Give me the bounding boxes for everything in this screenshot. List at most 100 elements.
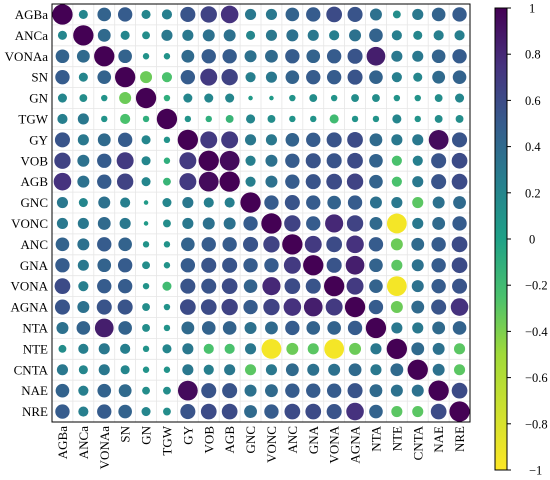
y-label-TGW: TGW <box>18 111 48 126</box>
correlation-dot-VONAa-VONAa <box>94 46 115 67</box>
correlation-dot-GN-GNC <box>248 95 253 101</box>
correlation-dot-VONC-ANC <box>284 215 301 232</box>
correlation-dot-NAE-NTA <box>369 384 383 398</box>
y-label-VOB: VOB <box>21 153 49 168</box>
correlation-dot-GN-CNTA <box>414 94 421 102</box>
correlation-dot-TGW-GNC <box>246 114 256 124</box>
correlation-dot-GN-VONA <box>330 94 338 102</box>
correlation-dot-VONA-VONAa <box>97 278 112 294</box>
correlation-dot-VONC-VONAa <box>97 217 111 230</box>
correlation-dot-VOB-NTE <box>391 155 402 166</box>
correlation-dot-TGW-AGBa <box>57 113 68 125</box>
correlation-dot-NTA-NTA <box>365 317 387 339</box>
correlation-dot-AGB-GN <box>141 177 151 187</box>
colorbar-label: 0.6 <box>525 94 541 108</box>
correlation-dot-VOB-GN <box>141 156 151 166</box>
x-label-VOB: VOB <box>201 426 216 454</box>
correlation-dot-VOB-TGW <box>163 157 171 164</box>
correlation-dot-TGW-VONAa <box>101 115 108 123</box>
correlation-dot-VONC-VONC <box>261 213 282 234</box>
correlation-dot-NTE-NAE <box>432 342 445 355</box>
correlation-dot-SN-ANC <box>285 70 300 84</box>
correlation-dot-AGNA-NAE <box>431 299 447 315</box>
correlation-dot-NTE-SN <box>120 343 131 354</box>
correlation-dot-NAE-AGBa <box>55 383 70 398</box>
correlation-dot-VONA-NRE <box>452 278 468 294</box>
correlation-dot-GN-ANC <box>289 94 296 102</box>
correlation-dot-AGB-GY <box>179 173 197 191</box>
correlation-dot-AGB-VONA <box>326 173 343 190</box>
correlation-dot-VONAa-NRE <box>452 49 467 64</box>
correlation-dot-ANC-GN <box>142 241 150 248</box>
correlation-dot-ANC-AGBa <box>55 237 70 252</box>
correlation-dot-GY-TGW <box>163 136 171 144</box>
correlation-dot-NRE-CNTA <box>412 405 424 418</box>
correlation-dot-NAE-GNC <box>244 384 257 397</box>
correlation-dot-AGNA-VONA <box>325 298 343 316</box>
correlation-dot-VONA-GNA <box>305 278 321 294</box>
correlation-dot-ANC-AGB <box>222 237 237 252</box>
correlation-dot-NTA-CNTA <box>412 322 424 334</box>
correlation-dot-CNTA-TGW <box>163 366 171 373</box>
correlation-dot-NRE-NTA <box>369 404 383 419</box>
correlation-dot-TGW-GN <box>142 115 150 123</box>
correlation-dot-GNA-VONA <box>326 257 342 273</box>
correlation-dot-GY-AGNA <box>347 131 363 148</box>
correlation-dot-AGBa-GN <box>141 9 151 19</box>
correlation-dot-GY-ANCa <box>77 134 89 146</box>
correlation-dot-NTA-GY <box>181 321 195 335</box>
correlation-dot-VONAa-GNA <box>306 49 321 64</box>
correlation-dot-TGW-VOB <box>205 115 212 123</box>
correlation-dot-AGBa-NTA <box>369 8 382 21</box>
correlation-dot-TGW-AGNA <box>351 115 359 123</box>
correlation-dot-GN-AGNA <box>351 94 359 102</box>
correlation-dot-SN-AGB <box>221 68 238 86</box>
correlation-dot-AGB-NTE <box>391 176 402 187</box>
correlation-dot-GN-VOB <box>204 93 214 103</box>
correlation-dot-GY-NTA <box>369 133 383 147</box>
correlation-dot-ANC-SN <box>118 237 132 252</box>
correlation-dot-VONC-GNC <box>243 216 258 231</box>
correlation-dot-GNC-GN <box>143 200 149 205</box>
correlation-dot-ANC-ANCa <box>77 238 90 251</box>
correlation-dot-TGW-NTA <box>372 115 380 123</box>
colorbar-label: −0.6 <box>525 371 548 385</box>
correlation-dot-AGBa-ANC <box>285 7 300 22</box>
correlation-dot-CNTA-VONAa <box>98 364 110 376</box>
colorbar-label: −1 <box>529 464 542 478</box>
correlation-dot-AGBa-VONA <box>326 6 343 23</box>
correlation-dot-AGBa-AGB <box>220 5 239 24</box>
correlation-dot-AGNA-VONAa <box>96 299 112 315</box>
correlation-dot-CNTA-GNA <box>307 363 320 376</box>
correlation-dot-AGNA-TGW <box>163 303 171 311</box>
correlation-dot-NTE-GN <box>142 345 150 353</box>
correlation-dot-VONAa-AGNA <box>347 48 363 64</box>
correlation-dot-VONC-VONA <box>325 214 344 233</box>
correlation-dot-CNTA-AGBa <box>56 364 69 376</box>
correlation-dot-NAE-CNTA <box>411 384 424 397</box>
correlation-dot-NTE-AGB <box>224 343 235 354</box>
correlation-dot-CNTA-GN <box>142 366 150 373</box>
correlation-dot-VONA-ANCa <box>78 281 89 292</box>
correlation-dot-AGNA-AGB <box>221 298 238 316</box>
correlation-dot-CNTA-VONA <box>328 363 341 376</box>
correlation-dot-NTA-GNC <box>244 321 257 334</box>
correlation-dot-NTE-AGBa <box>58 344 67 353</box>
correlation-dot-TGW-TGW <box>156 108 178 130</box>
correlation-dot-SN-GNC <box>245 72 256 83</box>
correlation-dot-NTA-AGBa <box>56 321 69 334</box>
correlation-dot-ANCa-AGBa <box>57 30 67 40</box>
correlation-dot-VONC-GN <box>143 221 149 226</box>
correlation-dot-GNA-NAE <box>431 258 446 273</box>
x-label-VONC: VONC <box>264 426 279 463</box>
correlation-dot-ANC-CNTA <box>411 237 425 251</box>
correlation-dot-SN-NTA <box>369 70 383 84</box>
correlation-dot-AGB-AGBa <box>53 172 72 191</box>
correlation-dot-GN-GNA <box>309 94 318 102</box>
correlation-dot-AGNA-GNC <box>243 299 258 315</box>
x-label-SN: SN <box>118 425 133 442</box>
correlation-dot-VOB-VOB <box>198 150 219 171</box>
correlation-dot-NRE-TGW <box>163 407 171 416</box>
correlation-dot-SN-VOB <box>200 68 218 86</box>
correlation-dot-NTA-TGW <box>163 324 171 332</box>
